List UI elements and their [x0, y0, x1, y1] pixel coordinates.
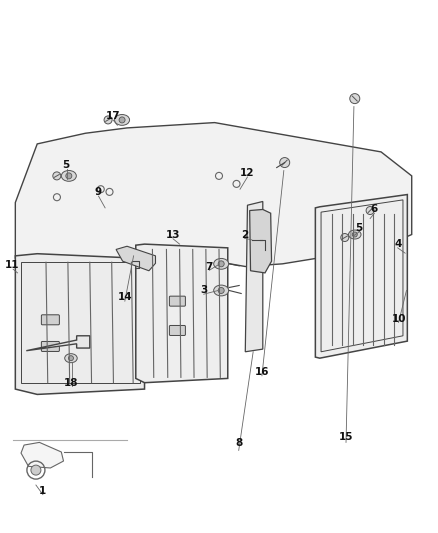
- Text: 13: 13: [166, 230, 180, 239]
- Text: 17: 17: [106, 111, 120, 121]
- Circle shape: [66, 173, 72, 179]
- Ellipse shape: [65, 354, 77, 362]
- Circle shape: [68, 356, 74, 361]
- FancyBboxPatch shape: [170, 326, 185, 335]
- Polygon shape: [250, 209, 272, 273]
- FancyBboxPatch shape: [170, 296, 185, 306]
- Text: 2: 2: [241, 230, 248, 239]
- FancyBboxPatch shape: [41, 342, 60, 351]
- Text: 11: 11: [5, 261, 20, 270]
- Ellipse shape: [214, 259, 229, 269]
- Circle shape: [341, 233, 349, 241]
- Polygon shape: [245, 201, 263, 352]
- Text: 12: 12: [240, 168, 255, 178]
- Polygon shape: [26, 336, 90, 351]
- Polygon shape: [21, 442, 64, 468]
- Ellipse shape: [349, 230, 361, 239]
- Circle shape: [31, 465, 41, 475]
- Text: 10: 10: [391, 314, 406, 324]
- Text: 7: 7: [206, 262, 213, 271]
- Circle shape: [218, 261, 224, 267]
- Circle shape: [352, 232, 357, 237]
- Ellipse shape: [115, 115, 130, 125]
- Text: 8: 8: [235, 439, 242, 448]
- Text: 9: 9: [95, 187, 102, 197]
- Text: 3: 3: [200, 286, 207, 295]
- Text: 1: 1: [39, 487, 46, 496]
- Circle shape: [218, 287, 224, 294]
- Polygon shape: [15, 254, 145, 394]
- Circle shape: [366, 206, 374, 215]
- Text: 5: 5: [356, 223, 363, 233]
- Circle shape: [350, 94, 360, 103]
- FancyBboxPatch shape: [41, 315, 60, 325]
- Text: 6: 6: [371, 205, 378, 214]
- Ellipse shape: [61, 171, 76, 181]
- Text: 15: 15: [339, 432, 353, 442]
- Text: 5: 5: [62, 160, 69, 170]
- Text: 16: 16: [254, 367, 269, 377]
- Text: 4: 4: [394, 239, 401, 249]
- Text: 18: 18: [64, 378, 78, 387]
- Circle shape: [53, 172, 61, 180]
- Circle shape: [119, 117, 125, 123]
- Circle shape: [280, 158, 290, 167]
- Polygon shape: [315, 195, 407, 358]
- Ellipse shape: [214, 285, 229, 296]
- Polygon shape: [15, 123, 412, 266]
- Polygon shape: [136, 244, 228, 383]
- Circle shape: [104, 116, 112, 124]
- Polygon shape: [116, 246, 155, 271]
- Text: 14: 14: [117, 293, 132, 302]
